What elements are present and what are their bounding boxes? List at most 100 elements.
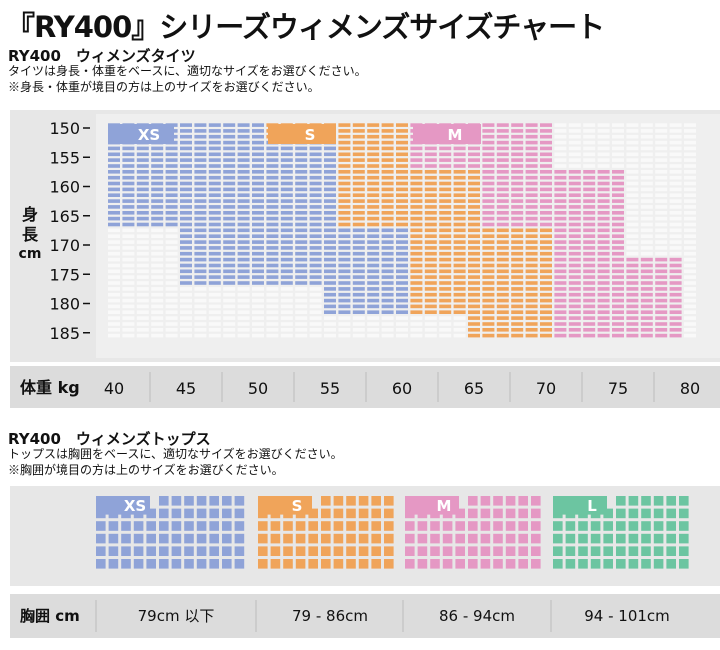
tights-cell — [324, 287, 336, 291]
tights-cell — [194, 269, 207, 274]
tights-cell — [338, 146, 351, 151]
tights-cell — [540, 175, 552, 180]
tights-cell — [208, 298, 221, 303]
tights-cell — [324, 333, 336, 338]
tights-cell — [468, 170, 480, 174]
tights-cell — [540, 158, 552, 162]
tights-cell — [122, 164, 135, 168]
tights-cell — [525, 216, 538, 221]
tights-cell — [482, 222, 495, 227]
tights-cell — [381, 134, 394, 139]
tights-cell — [626, 222, 639, 227]
tights-cell — [208, 287, 221, 291]
tops-cell — [641, 521, 651, 531]
tights-cell — [396, 234, 408, 238]
tops-range-label: 79 - 86cm — [292, 607, 368, 625]
tops-cell — [321, 533, 331, 544]
tights-cell — [266, 199, 279, 203]
tights-cell — [151, 211, 164, 215]
tights-cell — [511, 164, 524, 168]
tights-cell — [352, 140, 365, 145]
tights-cell — [108, 287, 120, 291]
tights-cell — [266, 287, 279, 291]
tights-cell — [367, 263, 380, 268]
tights-cell — [583, 316, 596, 320]
tights-cell — [280, 175, 293, 180]
tights-cell — [324, 275, 336, 279]
tights-cell — [468, 246, 480, 250]
tights-cell — [568, 287, 581, 291]
tops-cell — [209, 533, 219, 544]
x-tick-label: 75 — [608, 379, 628, 398]
tops-cell — [321, 496, 331, 506]
tights-cell — [180, 304, 192, 309]
tights-cell — [237, 211, 250, 215]
tights-cell — [669, 134, 682, 139]
tights-cell — [424, 257, 437, 262]
tights-cell — [367, 193, 380, 197]
tights-cell — [151, 251, 164, 256]
tights-cell — [237, 275, 250, 279]
tops-cell — [222, 533, 232, 544]
tights-cell — [266, 240, 279, 244]
tights-cell — [367, 240, 380, 244]
tights-cell — [352, 304, 365, 309]
tights-cell — [280, 251, 293, 256]
tights-cell — [612, 316, 624, 320]
tights-cell — [295, 251, 308, 256]
tights-cell — [208, 216, 221, 221]
tights-cell — [266, 146, 279, 151]
tights-cell — [640, 322, 653, 326]
size-badge-label-m: M — [448, 126, 463, 144]
tights-cell — [252, 310, 264, 314]
tights-cell — [252, 152, 264, 157]
tights-cell — [280, 310, 293, 314]
tights-cell — [108, 152, 120, 157]
tights-cell — [309, 316, 322, 320]
tights-cell — [568, 199, 581, 203]
tights-cell — [295, 199, 308, 203]
tights-cell — [280, 228, 293, 233]
tights-cell — [540, 251, 552, 256]
tights-cell — [194, 216, 207, 221]
tights-cell — [669, 322, 682, 326]
tights-cell — [511, 234, 524, 238]
tights-cell — [223, 275, 236, 279]
tights-cell — [237, 129, 250, 133]
tights-cell — [295, 287, 308, 291]
tights-cell — [266, 175, 279, 180]
tops-cell — [270, 533, 281, 544]
tights-cell — [223, 246, 236, 250]
tights-cell — [669, 129, 682, 133]
tights-cell — [108, 193, 120, 197]
tights-cell — [568, 129, 581, 133]
tights-cell — [424, 199, 437, 203]
tights-cell — [352, 129, 365, 133]
tops-cell — [270, 559, 281, 569]
tops-cell — [184, 546, 194, 556]
tights-cell — [669, 251, 682, 256]
tights-cell — [626, 216, 639, 221]
tops-cell — [321, 559, 331, 569]
tights-cell — [424, 287, 437, 291]
tights-cell — [568, 304, 581, 309]
tights-cell — [482, 211, 495, 215]
tights-cell — [352, 240, 365, 244]
tights-cell — [252, 322, 264, 326]
tights-cell — [208, 304, 221, 309]
y-tick-label: 185 — [49, 324, 80, 343]
tights-cell — [367, 199, 380, 203]
tights-cell — [568, 228, 581, 233]
tights-cell — [612, 328, 624, 332]
tights-cell — [180, 246, 192, 250]
tights-cell — [338, 322, 351, 326]
tights-cell — [410, 158, 423, 162]
tops-cell — [346, 521, 356, 531]
tights-cell — [482, 251, 495, 256]
tights-cell — [583, 333, 596, 338]
tights-cell — [453, 152, 466, 157]
tops-cell — [121, 521, 131, 531]
tights-cell — [381, 328, 394, 332]
tights-cell — [453, 333, 466, 338]
tops-badge-label-m: M — [437, 497, 452, 515]
